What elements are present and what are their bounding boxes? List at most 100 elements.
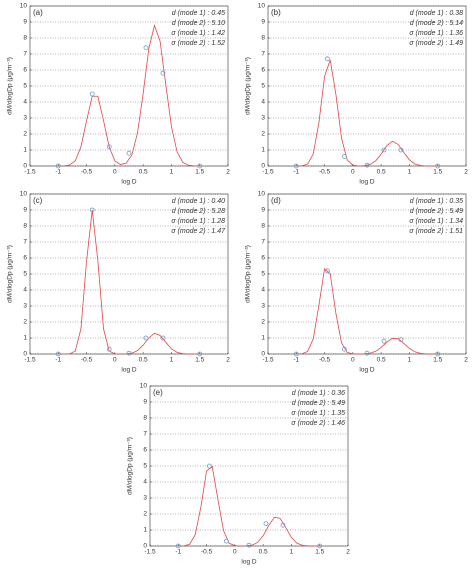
x-tick-label: -1 — [293, 357, 299, 364]
y-tick-label: 2 — [261, 319, 265, 326]
data-point — [364, 162, 370, 168]
data-point — [143, 335, 149, 341]
annotation: σ (mode 1) : 1.36 — [409, 30, 463, 37]
panel-label: (e) — [153, 388, 163, 397]
y-tick-label: 7 — [261, 239, 265, 246]
y-tick-label: 1 — [23, 147, 27, 154]
x-tick-label: 2 — [464, 357, 468, 364]
fit-curve — [296, 267, 438, 355]
annotation: σ (mode 1) : 1.42 — [171, 30, 225, 37]
x-axis-label: log D — [359, 367, 374, 374]
y-tick-label: 10 — [20, 191, 28, 198]
data-point — [55, 163, 61, 169]
y-tick-label: 8 — [261, 35, 265, 42]
annotation: σ (mode 2) : 1.47 — [171, 228, 226, 235]
fit-curve — [58, 23, 200, 167]
panel: 0 1 2 3 4 5 6 7 8 9 10 -1.5 -1 -0.5 0 0.5 1 1.5 2 log D dM/d… — [127, 383, 350, 566]
x-tick-label: -1.5 — [144, 549, 156, 556]
data-point — [381, 338, 387, 344]
y-tick-label: 7 — [261, 51, 265, 58]
annotation: d (mode 2) : 5.49 — [292, 400, 345, 407]
data-point — [106, 346, 112, 352]
y-tick-label: 9 — [23, 207, 27, 214]
y-tick-label: 9 — [261, 19, 265, 26]
x-tick-label: 0 — [351, 169, 355, 176]
annotation: σ (mode 2) : 1.49 — [409, 40, 463, 47]
data-point — [263, 521, 269, 527]
y-axis-label: dM/dlogDp (μg/m⁻³) — [245, 57, 252, 115]
y-tick-label: 1 — [261, 147, 265, 154]
annotation: σ (mode 2) : 1.52 — [171, 40, 225, 47]
x-tick-label: 1.5 — [195, 357, 204, 364]
x-axis-label: log D — [359, 179, 374, 186]
annotation: d (mode 1) : 0.36 — [292, 390, 345, 397]
x-tick-label: -0.5 — [319, 169, 331, 176]
x-tick-label: 2 — [346, 549, 350, 556]
data-point — [160, 335, 166, 341]
x-tick-label: 0.5 — [139, 357, 148, 364]
y-tick-label: 1 — [143, 527, 147, 534]
annotation: σ (mode 2) : 1.51 — [409, 228, 463, 235]
data-point — [381, 147, 387, 153]
x-tick-label: -1.5 — [24, 169, 36, 176]
y-tick-label: 2 — [23, 131, 27, 138]
y-tick-label: 3 — [261, 115, 265, 122]
data-point — [126, 150, 132, 156]
y-tick-label: 3 — [261, 303, 265, 310]
y-tick-label: 6 — [261, 255, 265, 262]
x-tick-label: 1 — [170, 357, 174, 364]
y-tick-label: 7 — [23, 239, 27, 246]
y-tick-label: 3 — [143, 495, 147, 502]
y-axis-label: dM/dlogDp (μg/m⁻³) — [7, 245, 14, 303]
y-tick-label: 6 — [23, 67, 27, 74]
data-point — [246, 542, 252, 548]
y-tick-label: 4 — [23, 99, 27, 106]
x-tick-label: 1 — [408, 357, 412, 364]
data-point — [364, 350, 370, 356]
x-tick-label: 1.5 — [433, 169, 442, 176]
fit-curve — [178, 465, 320, 547]
annotation: σ (mode 1) : 1.34 — [409, 218, 463, 225]
plot-frame — [29, 193, 229, 355]
annotation: d (mode 2) : 5.14 — [410, 20, 463, 27]
plot-frame — [267, 5, 467, 167]
data-point — [317, 543, 323, 549]
y-tick-label: 5 — [261, 271, 265, 278]
x-tick-label: -0.5 — [81, 357, 93, 364]
data-point — [55, 351, 61, 357]
x-tick-label: 1.5 — [433, 357, 442, 364]
data-point — [293, 163, 299, 169]
y-tick-label: 9 — [23, 19, 27, 26]
data-point — [435, 351, 441, 357]
data-point — [89, 207, 95, 213]
x-tick-label: 0 — [233, 549, 237, 556]
panel-label: (d) — [271, 196, 281, 205]
data-point — [126, 350, 132, 356]
data-point — [197, 351, 203, 357]
panel: 0 1 2 3 4 5 6 7 8 9 10 -1.5 -1 -0.5 0 0.5 1 1.5 2 log D dM/d… — [245, 191, 468, 374]
y-tick-label: 3 — [23, 303, 27, 310]
y-tick-label: 8 — [143, 415, 147, 422]
plot-frame — [29, 5, 229, 167]
y-tick-label: 6 — [23, 255, 27, 262]
x-axis-label: log D — [121, 367, 136, 374]
y-tick-label: 0 — [143, 543, 147, 550]
y-tick-label: 10 — [258, 191, 266, 198]
x-axis-label: log D — [241, 559, 256, 566]
x-tick-label: -1 — [293, 169, 299, 176]
y-tick-label: 10 — [258, 3, 266, 10]
annotation: d (mode 2) : 5.49 — [410, 208, 463, 215]
x-tick-label: -1 — [175, 549, 181, 556]
y-tick-label: 2 — [261, 131, 265, 138]
annotation: σ (mode 1) : 1.35 — [291, 410, 345, 417]
data-point — [435, 163, 441, 169]
y-tick-label: 4 — [23, 287, 27, 294]
x-tick-label: 0.5 — [377, 357, 386, 364]
y-tick-label: 5 — [23, 271, 27, 278]
annotation: d (mode 2) : 5.28 — [172, 208, 225, 215]
data-point — [89, 91, 95, 97]
x-tick-label: 2 — [464, 169, 468, 176]
panel: 0 1 2 3 4 5 6 7 8 9 10 -1.5 -1 -0.5 0 0.5 1 1.5 2 log D dM/d… — [245, 3, 468, 186]
fit-curve — [58, 209, 200, 355]
x-tick-label: 0.5 — [259, 549, 268, 556]
